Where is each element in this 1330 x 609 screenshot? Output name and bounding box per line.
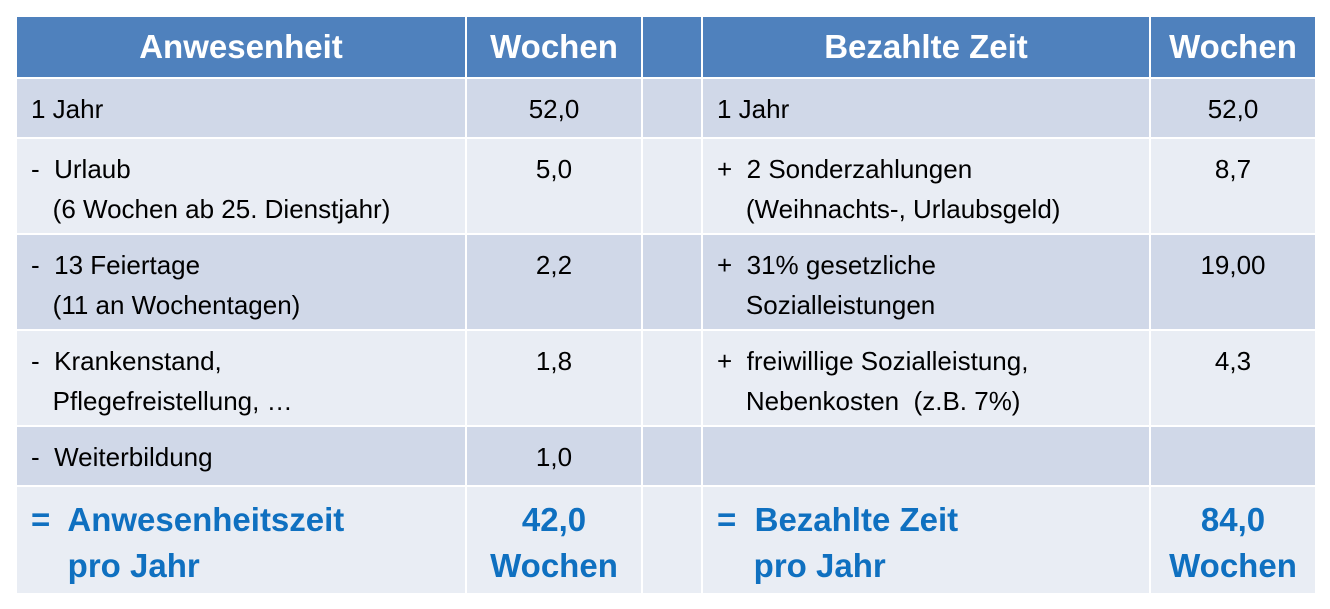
header-bezahlte-zeit: Bezahlte Zeit: [701, 15, 1151, 79]
right-label-cell: 1 Jahr: [701, 77, 1151, 139]
table-row: 1 Jahr 52,0 1 Jahr 52,0: [15, 77, 1317, 139]
gap-cell: [641, 233, 703, 331]
right-label-cell: + 31% gesetzliche Sozialleistungen: [701, 233, 1151, 331]
right-value-cell: 8,7: [1149, 137, 1317, 235]
table-row: - Krankenstand, Pflegefreistellung, … 1,…: [15, 329, 1317, 427]
total-row: = Anwesenheitszeit pro Jahr 42,0 Wochen =…: [15, 485, 1317, 595]
left-total-label: = Anwesenheitszeit pro Jahr: [15, 485, 467, 595]
left-label-cell: - Krankenstand, Pflegefreistellung, …: [15, 329, 467, 427]
right-value-cell: 4,3: [1149, 329, 1317, 427]
gap-cell: [641, 425, 703, 487]
right-value-cell: 52,0: [1149, 77, 1317, 139]
left-label-cell: - Weiterbildung: [15, 425, 467, 487]
header-row: Anwesenheit Wochen Bezahlte Zeit Wochen: [15, 15, 1317, 79]
right-value-cell: 19,00: [1149, 233, 1317, 331]
gap-cell: [641, 77, 703, 139]
table-row: - Urlaub (6 Wochen ab 25. Dienstjahr) 5,…: [15, 137, 1317, 235]
left-label-cell: - Urlaub (6 Wochen ab 25. Dienstjahr): [15, 137, 467, 235]
left-total-value: 42,0 Wochen: [465, 485, 643, 595]
right-label-cell: + freiwillige Sozialleistung, Nebenkoste…: [701, 329, 1151, 427]
gap-cell: [641, 329, 703, 427]
time-comparison-table: Anwesenheit Wochen Bezahlte Zeit Wochen …: [15, 15, 1317, 595]
right-value-cell: [1149, 425, 1317, 487]
header-gap: [641, 15, 703, 79]
right-total-value: 84,0 Wochen: [1149, 485, 1317, 595]
left-value-cell: 2,2: [465, 233, 643, 331]
gap-cell: [641, 485, 703, 595]
table-row: - Weiterbildung 1,0: [15, 425, 1317, 487]
header-left-wochen: Wochen: [465, 15, 643, 79]
gap-cell: [641, 137, 703, 235]
left-value-cell: 5,0: [465, 137, 643, 235]
header-anwesenheit: Anwesenheit: [15, 15, 467, 79]
left-label-cell: 1 Jahr: [15, 77, 467, 139]
table-row: - 13 Feiertage (11 an Wochentagen) 2,2 +…: [15, 233, 1317, 331]
left-value-cell: 52,0: [465, 77, 643, 139]
left-value-cell: 1,0: [465, 425, 643, 487]
right-label-cell: [701, 425, 1151, 487]
right-total-label: = Bezahlte Zeit pro Jahr: [701, 485, 1151, 595]
left-value-cell: 1,8: [465, 329, 643, 427]
right-label-cell: + 2 Sonderzahlungen (Weihnachts-, Urlaub…: [701, 137, 1151, 235]
left-label-cell: - 13 Feiertage (11 an Wochentagen): [15, 233, 467, 331]
header-right-wochen: Wochen: [1149, 15, 1317, 79]
